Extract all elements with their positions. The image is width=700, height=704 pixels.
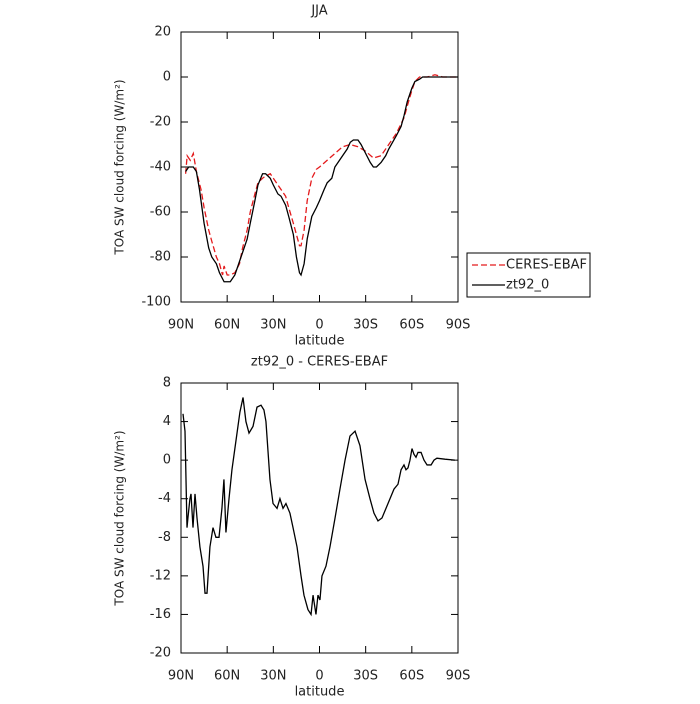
plot-frame <box>180 382 459 654</box>
y-tick-label: -100 <box>141 295 171 310</box>
y-tick-label: -20 <box>150 646 171 661</box>
y-axis-label: TOA SW cloud forcing (W/m²) <box>113 79 127 255</box>
y-tick-label: 0 <box>163 70 171 85</box>
y-tick-label: -20 <box>150 115 171 130</box>
data-line <box>182 397 455 617</box>
chart-title: JJA <box>310 4 327 19</box>
y-tick-label: -60 <box>150 205 171 220</box>
chart-title: zt92_0 - CERES-EBAF <box>251 355 388 370</box>
y-tick-label: -8 <box>158 530 171 545</box>
data-line <box>184 74 458 276</box>
legend-box <box>466 252 591 298</box>
y-tick-label: 4 <box>163 414 171 429</box>
y-tick-label: -12 <box>150 568 171 583</box>
x-tick-label: 90S <box>446 669 471 684</box>
y-axis-label: TOA SW cloud forcing (W/m²) <box>113 430 127 606</box>
x-tick-label: 60N <box>214 318 240 333</box>
y-tick-label: 0 <box>163 453 171 468</box>
x-tick-label: 30N <box>260 669 286 684</box>
y-tick-label: -80 <box>150 250 171 265</box>
y-tick-label: -16 <box>150 607 171 622</box>
x-axis-label: latitude <box>295 685 345 700</box>
x-tick-label: 90S <box>446 318 471 333</box>
legend-label: CERES-EBAF <box>506 258 587 273</box>
x-tick-label: 90N <box>168 669 194 684</box>
x-tick-label: 30N <box>260 318 286 333</box>
y-tick-label: 8 <box>163 376 171 391</box>
x-tick-label: 60N <box>214 669 240 684</box>
x-tick-label: 60S <box>399 669 424 684</box>
x-tick-label: 30S <box>353 318 378 333</box>
x-tick-label: 60S <box>399 318 424 333</box>
y-tick-label: -40 <box>150 160 171 175</box>
y-tick-label: 20 <box>154 25 171 40</box>
x-tick-label: 0 <box>315 318 323 333</box>
x-tick-label: 30S <box>353 669 378 684</box>
x-tick-label: 90N <box>168 318 194 333</box>
x-axis-label: latitude <box>295 334 345 349</box>
x-tick-label: 0 <box>315 669 323 684</box>
y-tick-label: -4 <box>158 491 171 506</box>
legend-label: zt92_0 <box>506 278 549 293</box>
data-line <box>185 76 458 283</box>
